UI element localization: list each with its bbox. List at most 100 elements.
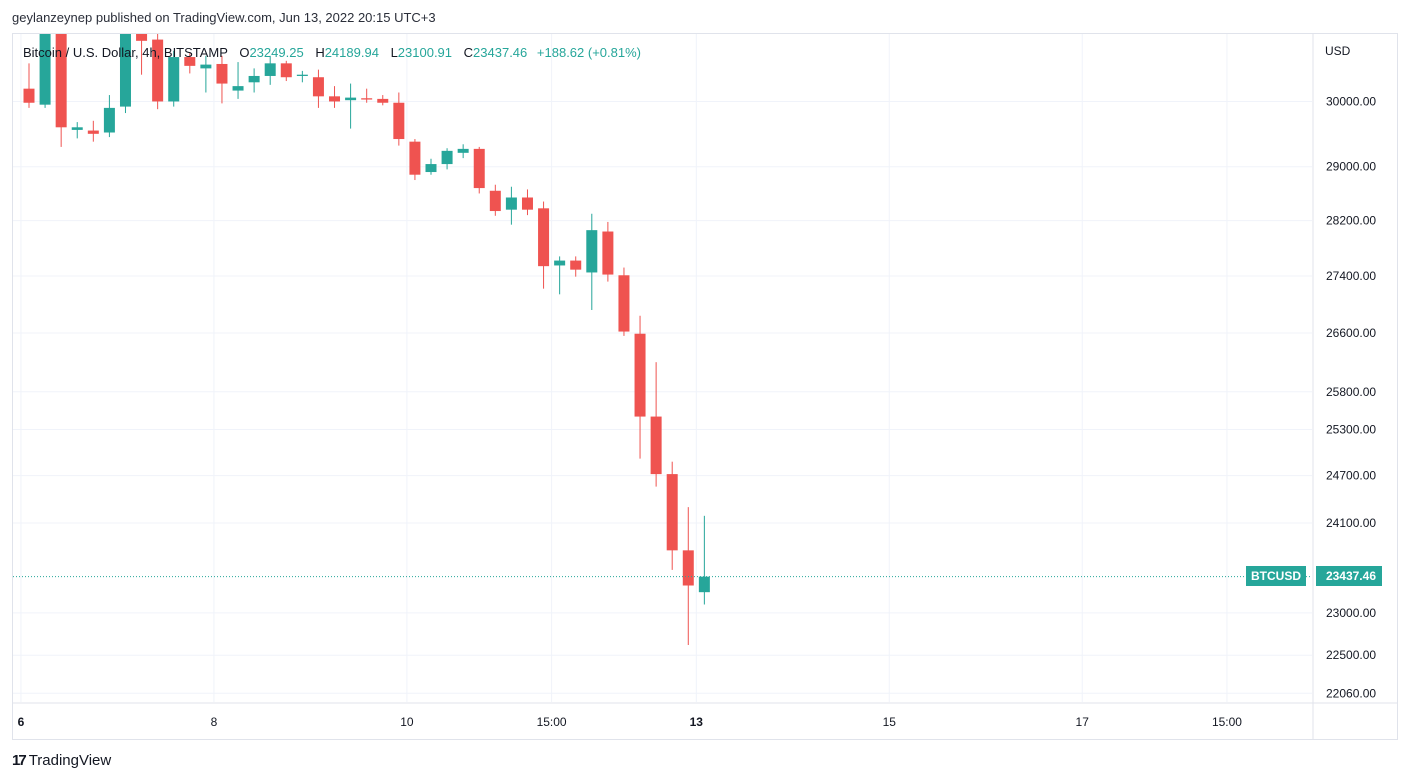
last-price-symbol-tag: BTCUSD	[1246, 566, 1306, 586]
price-tick-label: 24700.00	[1326, 469, 1376, 483]
candle-body	[55, 34, 67, 128]
price-tick-label: 22500.00	[1326, 648, 1376, 662]
candle[interactable]	[39, 34, 51, 108]
candle-body	[554, 260, 566, 266]
time-tick-label: 17	[1076, 715, 1090, 729]
price-tick-label: 29000.00	[1326, 160, 1376, 174]
candle[interactable]	[618, 267, 630, 336]
candle-body	[87, 130, 99, 134]
candle[interactable]	[634, 315, 646, 459]
candle[interactable]	[152, 34, 164, 110]
candle[interactable]	[489, 184, 501, 216]
candle[interactable]	[570, 256, 582, 277]
candle[interactable]	[441, 148, 453, 170]
candle[interactable]	[538, 201, 550, 289]
candle-body	[682, 550, 694, 586]
candle-body	[425, 164, 437, 173]
candle-body	[103, 107, 115, 133]
candle[interactable]	[103, 95, 115, 138]
time-tick-label: 10	[400, 715, 414, 729]
candle-body	[570, 260, 582, 270]
chart-grid	[13, 34, 1312, 702]
candle[interactable]	[345, 83, 357, 129]
candle[interactable]	[521, 189, 533, 216]
candle-body	[296, 74, 308, 76]
candle-body	[393, 102, 405, 140]
candle[interactable]	[586, 213, 598, 310]
legend-close: 23437.46	[473, 45, 528, 60]
candle[interactable]	[393, 92, 405, 146]
candle[interactable]	[248, 68, 260, 93]
candle[interactable]	[409, 139, 421, 181]
time-tick-label: 15:00	[537, 715, 567, 729]
candle-body	[329, 96, 341, 102]
candle-body	[71, 127, 83, 130]
candle[interactable]	[71, 122, 83, 139]
publisher-line: geylanzeynep published on TradingView.co…	[12, 10, 436, 25]
time-tick-label: 13	[690, 715, 704, 729]
price-tick-label: 25300.00	[1326, 422, 1376, 436]
candle-body	[312, 77, 324, 97]
candle[interactable]	[682, 507, 694, 645]
candle[interactable]	[698, 515, 710, 605]
candle-body	[136, 34, 148, 41]
candle[interactable]	[666, 461, 678, 570]
candle-body	[586, 230, 598, 273]
candle[interactable]	[216, 55, 228, 104]
candle-body	[119, 34, 131, 107]
candle-body	[248, 75, 260, 83]
candle[interactable]	[329, 86, 341, 108]
candle[interactable]	[312, 69, 324, 108]
candle[interactable]	[296, 70, 308, 83]
price-tick-label: 24100.00	[1326, 516, 1376, 530]
tradingview-logo-mark: 17	[12, 752, 27, 769]
candle[interactable]	[425, 158, 437, 175]
candle-body	[521, 197, 533, 210]
time-tick-label: 15:00	[1212, 715, 1242, 729]
candle[interactable]	[473, 146, 485, 194]
price-tick-label: 22060.00	[1326, 686, 1376, 700]
candle-body	[409, 141, 421, 175]
candle-body	[361, 98, 373, 100]
candle[interactable]	[505, 186, 517, 225]
legend-low-label: L	[390, 45, 398, 60]
candle-body	[280, 63, 292, 78]
candle-body	[698, 576, 710, 593]
candle[interactable]	[23, 63, 35, 108]
candle-body	[634, 333, 646, 417]
legend-high-label: H	[315, 45, 325, 60]
candle[interactable]	[264, 55, 276, 85]
currency-label[interactable]: USD	[1325, 44, 1351, 58]
price-tick-label: 30000.00	[1326, 94, 1376, 108]
time-tick-label: 8	[211, 715, 218, 729]
candle-body	[377, 98, 389, 103]
candle[interactable]	[87, 120, 99, 142]
chart-frame[interactable]	[12, 33, 1398, 740]
tradingview-logo-text: TradingView	[28, 752, 112, 769]
candle[interactable]	[650, 362, 662, 487]
price-tick-label: 23000.00	[1326, 606, 1376, 620]
candle-body	[666, 474, 678, 551]
candle[interactable]	[232, 62, 244, 99]
price-tick-label: 25800.00	[1326, 385, 1376, 399]
candle-body	[200, 64, 212, 69]
candle[interactable]	[377, 95, 389, 106]
candle-body	[264, 63, 276, 76]
legend-symbol[interactable]: Bitcoin / U.S. Dollar, 4h, BITSTAMP	[23, 45, 228, 60]
candle[interactable]	[200, 55, 212, 93]
candle[interactable]	[168, 50, 180, 107]
candle-body	[184, 57, 196, 66]
tradingview-logo[interactable]: 17 TradingView	[12, 752, 111, 769]
candle[interactable]	[554, 256, 566, 295]
candle[interactable]	[457, 144, 469, 159]
candle[interactable]	[361, 88, 373, 103]
candle[interactable]	[55, 34, 67, 147]
candle-body	[216, 63, 228, 84]
candle[interactable]	[280, 60, 292, 82]
candle[interactable]	[602, 221, 614, 282]
candle[interactable]	[136, 34, 148, 75]
price-tick-label: 28200.00	[1326, 214, 1376, 228]
candle[interactable]	[184, 53, 196, 74]
candle[interactable]	[119, 34, 131, 114]
